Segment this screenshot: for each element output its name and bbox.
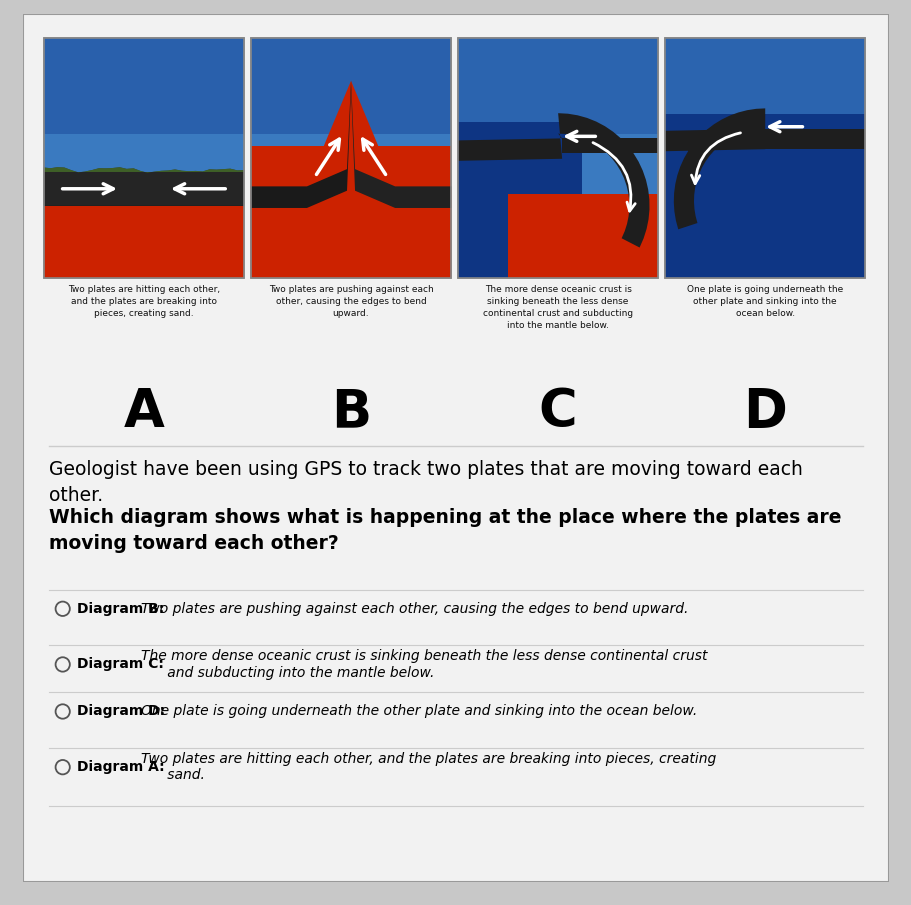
Text: The more dense oceanic crust is
sinking beneath the less dense
continental crust: The more dense oceanic crust is sinking …: [483, 285, 632, 329]
Text: Diagram C:: Diagram C:: [77, 657, 164, 672]
Bar: [664, 38, 865, 134]
Bar: [44, 38, 244, 278]
Bar: [457, 38, 658, 134]
Bar: [251, 146, 451, 278]
Polygon shape: [457, 113, 649, 248]
Bar: [44, 38, 244, 134]
Text: Which diagram shows what is happening at the place where the plates are
moving t: Which diagram shows what is happening at…: [49, 508, 841, 554]
Polygon shape: [561, 138, 658, 153]
Bar: [664, 114, 865, 278]
Text: One plate is going underneath the other plate and sinking into the ocean below.: One plate is going underneath the other …: [140, 704, 696, 719]
Text: Diagram A:: Diagram A:: [77, 760, 164, 774]
Text: Two plates are hitting each other, and the plates are breaking into pieces, crea: Two plates are hitting each other, and t…: [140, 752, 715, 782]
Text: One plate is going underneath the
other plate and sinking into the
ocean below.: One plate is going underneath the other …: [686, 285, 843, 318]
Text: Two plates are pushing against each other, causing the edges to bend upward.: Two plates are pushing against each othe…: [140, 602, 687, 615]
Polygon shape: [44, 167, 244, 205]
Text: Two plates are pushing against each
other, causing the edges to bend
upward.: Two plates are pushing against each othe…: [269, 285, 433, 318]
Bar: [457, 121, 581, 278]
Bar: [44, 38, 244, 278]
Bar: [664, 38, 865, 278]
Text: Geologist have been using GPS to track two plates that are moving toward each
ot: Geologist have been using GPS to track t…: [49, 460, 803, 506]
Text: A: A: [123, 386, 164, 438]
Polygon shape: [664, 109, 764, 229]
Text: Diagram B:: Diagram B:: [77, 602, 164, 615]
Bar: [44, 172, 244, 205]
Text: The more dense oceanic crust is sinking beneath the less dense continental crust: The more dense oceanic crust is sinking …: [140, 650, 706, 680]
Bar: [251, 38, 451, 278]
Text: C: C: [538, 386, 577, 438]
Bar: [457, 121, 581, 278]
Bar: [507, 194, 658, 278]
Polygon shape: [351, 81, 451, 208]
Text: D: D: [742, 386, 786, 438]
Polygon shape: [251, 81, 351, 208]
FancyBboxPatch shape: [23, 14, 888, 882]
Polygon shape: [44, 167, 244, 173]
Polygon shape: [251, 81, 451, 278]
Bar: [44, 38, 244, 278]
Text: B: B: [331, 386, 371, 438]
Bar: [251, 38, 451, 278]
Bar: [457, 38, 658, 278]
Bar: [44, 176, 244, 278]
Bar: [664, 114, 865, 278]
Bar: [251, 38, 451, 134]
Text: Two plates are hitting each other,
and the plates are breaking into
pieces, crea: Two plates are hitting each other, and t…: [67, 285, 220, 318]
Text: Diagram D:: Diagram D:: [77, 704, 165, 719]
Bar: [664, 38, 865, 278]
Bar: [457, 38, 658, 278]
Bar: [251, 38, 451, 278]
Bar: [457, 38, 658, 278]
Polygon shape: [764, 129, 865, 149]
Bar: [664, 38, 865, 278]
